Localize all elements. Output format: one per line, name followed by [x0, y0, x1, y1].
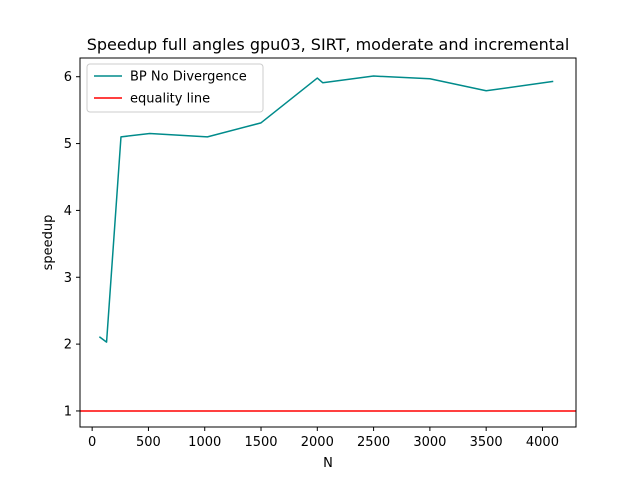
x-tick-label: 3500 [470, 435, 503, 450]
legend-label-equality-line: equality line [130, 92, 210, 107]
legend: BP No Divergence equality line [86, 63, 264, 113]
plot-frame [79, 57, 577, 428]
x-tick-label: 0 [88, 435, 96, 450]
series-line-bp-no-divergence [98, 75, 554, 343]
x-tick-label: 3000 [413, 435, 446, 450]
ticks-layer: 0 500 1000 1500 2000 2500 3000 3500 4000 1 2 3 4 5 6 [64, 70, 559, 450]
y-tick-label: 6 [64, 70, 72, 85]
x-axis-label: N [323, 456, 333, 471]
x-tick-label: 1000 [188, 435, 221, 450]
y-tick-label: 2 [64, 338, 72, 353]
chart-title: Speedup full angles gpu03, SIRT, moderat… [87, 35, 570, 54]
plot-background [80, 58, 576, 427]
legend-box [86, 63, 264, 113]
y-tick-label: 3 [64, 271, 72, 286]
legend-label-bp-no-divergence: BP No Divergence [130, 70, 247, 85]
y-tick-label: 4 [64, 204, 72, 219]
x-tick-label: 4000 [526, 435, 559, 450]
x-tick-label: 1500 [244, 435, 277, 450]
y-axis-label: speedup [41, 215, 56, 271]
y-tick-label: 5 [64, 137, 72, 152]
x-tick-label: 2500 [357, 435, 390, 450]
y-tick-label: 1 [64, 404, 72, 419]
plot-layer [80, 75, 576, 412]
x-tick-label: 500 [136, 435, 161, 450]
x-tick-label: 2000 [301, 435, 334, 450]
